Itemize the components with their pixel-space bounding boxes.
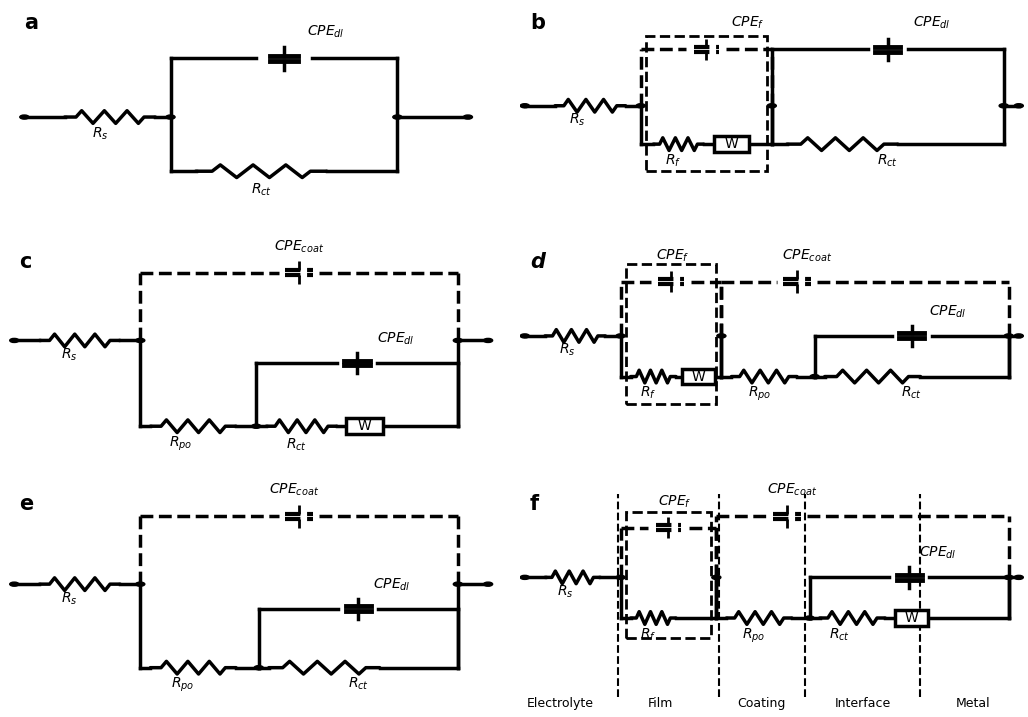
Text: $R_s$: $R_s$ <box>62 590 78 607</box>
Circle shape <box>483 582 492 587</box>
Text: Interface: Interface <box>835 698 890 711</box>
Text: W: W <box>692 369 705 384</box>
Text: $R_s$: $R_s$ <box>557 584 574 600</box>
Text: $R_{po}$: $R_{po}$ <box>742 627 766 645</box>
Text: $R_{po}$: $R_{po}$ <box>172 676 194 694</box>
Circle shape <box>636 104 646 108</box>
Text: $R_{po}$: $R_{po}$ <box>169 435 192 453</box>
FancyBboxPatch shape <box>895 610 928 626</box>
Text: $CPE_{dl}$: $CPE_{dl}$ <box>306 24 344 40</box>
Circle shape <box>717 334 726 338</box>
Circle shape <box>1015 575 1023 579</box>
Text: $R_f$: $R_f$ <box>640 385 657 402</box>
Text: $CPE_f$: $CPE_f$ <box>732 15 765 31</box>
Text: $R_{ct}$: $R_{ct}$ <box>347 676 369 693</box>
Circle shape <box>1015 104 1023 108</box>
Text: $CPE_{coat}$: $CPE_{coat}$ <box>268 482 319 498</box>
Text: $CPE_{dl}$: $CPE_{dl}$ <box>377 331 415 347</box>
Text: $R_{ct}$: $R_{ct}$ <box>877 153 898 168</box>
Text: $CPE_{dl}$: $CPE_{dl}$ <box>929 303 967 320</box>
Circle shape <box>136 582 145 587</box>
Circle shape <box>9 582 19 587</box>
Text: f: f <box>529 494 539 514</box>
Text: $R_f$: $R_f$ <box>640 627 657 642</box>
Text: W: W <box>905 611 918 625</box>
Circle shape <box>520 575 529 579</box>
Text: c: c <box>20 252 32 272</box>
Text: $CPE_{coat}$: $CPE_{coat}$ <box>782 247 832 264</box>
Circle shape <box>805 616 814 620</box>
Circle shape <box>254 665 263 670</box>
Text: $CPE_{coat}$: $CPE_{coat}$ <box>273 238 324 255</box>
Text: $CPE_f$: $CPE_f$ <box>656 247 690 264</box>
Text: d: d <box>529 252 545 272</box>
Circle shape <box>1004 575 1014 579</box>
Text: Metal: Metal <box>956 698 991 711</box>
Circle shape <box>999 104 1008 108</box>
Text: $R_s$: $R_s$ <box>559 342 576 358</box>
Circle shape <box>464 115 473 119</box>
Text: $R_{ct}$: $R_{ct}$ <box>251 182 271 198</box>
Text: $CPE_{coat}$: $CPE_{coat}$ <box>767 482 817 498</box>
Text: $R_{ct}$: $R_{ct}$ <box>286 437 307 453</box>
Text: $CPE_{dl}$: $CPE_{dl}$ <box>919 545 957 561</box>
Text: a: a <box>25 13 38 33</box>
FancyBboxPatch shape <box>345 418 383 434</box>
Text: e: e <box>20 494 34 514</box>
Text: Coating: Coating <box>737 698 785 711</box>
FancyBboxPatch shape <box>713 136 749 152</box>
Text: $R_s$: $R_s$ <box>62 346 78 363</box>
Text: Electrolyte: Electrolyte <box>526 698 593 711</box>
Text: b: b <box>529 13 545 33</box>
Text: $R_{ct}$: $R_{ct}$ <box>830 627 850 642</box>
Circle shape <box>136 338 145 343</box>
Circle shape <box>1004 334 1014 338</box>
Circle shape <box>252 424 261 428</box>
Circle shape <box>20 115 29 119</box>
Circle shape <box>520 334 529 338</box>
Circle shape <box>711 575 721 579</box>
Circle shape <box>1015 334 1023 338</box>
Text: $CPE_f$: $CPE_f$ <box>658 493 692 510</box>
Circle shape <box>453 582 463 587</box>
Text: W: W <box>725 137 738 151</box>
Text: Film: Film <box>649 698 673 711</box>
Circle shape <box>483 338 492 343</box>
Text: $R_s$: $R_s$ <box>570 112 586 128</box>
Circle shape <box>393 115 402 119</box>
Circle shape <box>767 104 776 108</box>
Circle shape <box>166 115 175 119</box>
Circle shape <box>616 334 625 338</box>
Text: $R_f$: $R_f$ <box>665 153 682 168</box>
FancyBboxPatch shape <box>683 369 715 384</box>
Circle shape <box>453 338 463 343</box>
Circle shape <box>616 575 625 579</box>
Text: $CPE_{dl}$: $CPE_{dl}$ <box>913 15 951 31</box>
Circle shape <box>520 104 529 108</box>
Text: $R_s$: $R_s$ <box>91 125 108 142</box>
Text: $R_{po}$: $R_{po}$ <box>747 385 771 403</box>
Circle shape <box>9 338 19 343</box>
Text: W: W <box>358 419 371 433</box>
Text: $R_{ct}$: $R_{ct}$ <box>902 385 922 402</box>
Text: $CPE_{dl}$: $CPE_{dl}$ <box>373 576 411 593</box>
Circle shape <box>810 374 819 379</box>
